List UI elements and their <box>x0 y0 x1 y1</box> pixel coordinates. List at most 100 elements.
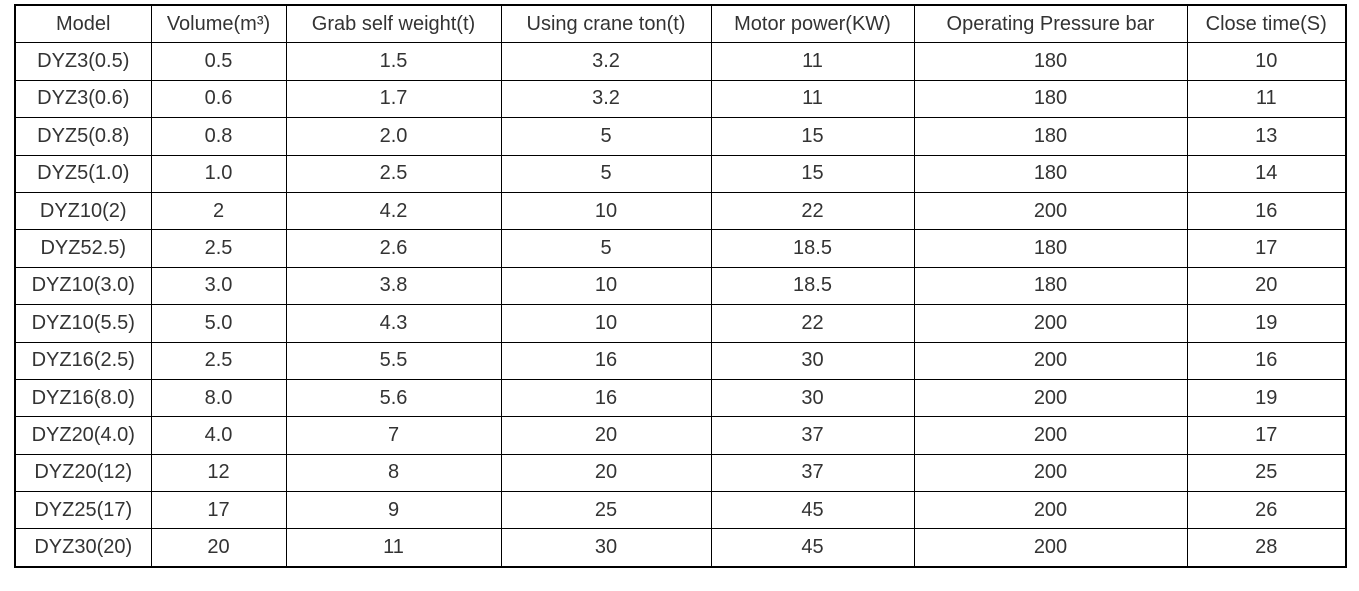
table-cell: 28 <box>1186 528 1347 568</box>
table-cell: 19 <box>1186 304 1347 343</box>
table-row: DYZ20(4.0) 4.0 7 20 37 200 17 <box>14 416 1347 455</box>
table-cell: 2.0 <box>285 117 502 156</box>
table-cell: 30 <box>710 341 915 380</box>
model-cell: DYZ20(4.0) <box>14 416 152 455</box>
grab-specification-table: Model Volume(m³) Grab self weight(t) Using … <box>14 4 1347 568</box>
column-header: Grab self weight(t) <box>285 4 502 44</box>
table-cell: 14 <box>1186 154 1347 193</box>
table-cell: 5 <box>500 229 712 268</box>
column-header: Volume(m³) <box>150 4 287 44</box>
table-cell: 20 <box>150 528 287 568</box>
column-header: Motor power(KW) <box>710 4 915 44</box>
column-header: Close time(S) <box>1186 4 1347 44</box>
model-cell: DYZ25(17) <box>14 491 152 530</box>
table-cell: 5.6 <box>285 378 502 418</box>
column-header: Model <box>14 4 152 44</box>
table-body: DYZ3(0.5) 0.5 1.5 3.2 11 180 10 DYZ3(0.6) 0.6 1.7… <box>14 42 1347 568</box>
table-cell: 5 <box>500 154 712 193</box>
table-cell: 25 <box>1186 453 1347 493</box>
table-row: DYZ5(1.0) 1.0 2.5 5 15 180 14 <box>14 154 1347 193</box>
table-cell: 200 <box>913 528 1188 568</box>
table-cell: 200 <box>913 191 1188 231</box>
model-cell: DYZ16(2.5) <box>14 341 152 380</box>
table-cell: 11 <box>710 42 915 81</box>
grab-specification-table-container: Model Volume(m³) Grab self weight(t) Using … <box>14 4 1347 568</box>
table-cell: 10 <box>500 191 712 231</box>
table-row: DYZ3(0.5) 0.5 1.5 3.2 11 180 10 <box>14 42 1347 81</box>
table-row: DYZ16(8.0) 8.0 5.6 16 30 200 19 <box>14 378 1347 418</box>
table-row: DYZ25(17) 17 9 25 45 200 26 <box>14 491 1347 530</box>
model-cell: DYZ3(0.5) <box>14 42 152 81</box>
table-cell: 19 <box>1186 378 1347 418</box>
table-cell: 5.0 <box>150 304 287 343</box>
model-cell: DYZ16(8.0) <box>14 378 152 418</box>
table-cell: 8.0 <box>150 378 287 418</box>
table-cell: 4.3 <box>285 304 502 343</box>
table-row: DYZ10(5.5) 5.0 4.3 10 22 200 19 <box>14 304 1347 343</box>
table-row: DYZ10(3.0) 3.0 3.8 10 18.5 180 20 <box>14 266 1347 306</box>
table-cell: 200 <box>913 491 1188 530</box>
column-header: Operating Pressure bar <box>913 4 1188 44</box>
table-cell: 11 <box>1186 79 1347 119</box>
table-cell: 4.2 <box>285 191 502 231</box>
table-cell: 26 <box>1186 491 1347 530</box>
table-row: DYZ3(0.6) 0.6 1.7 3.2 11 180 11 <box>14 79 1347 119</box>
model-cell: DYZ10(3.0) <box>14 266 152 306</box>
table-cell: 20 <box>500 416 712 455</box>
table-cell: 20 <box>1186 266 1347 306</box>
table-cell: 16 <box>1186 341 1347 380</box>
table-row: DYZ5(0.8) 0.8 2.0 5 15 180 13 <box>14 117 1347 156</box>
table-cell: 200 <box>913 453 1188 493</box>
table-cell: 4.0 <box>150 416 287 455</box>
table-cell: 20 <box>500 453 712 493</box>
table-cell: 1.5 <box>285 42 502 81</box>
table-cell: 17 <box>150 491 287 530</box>
table-cell: 2 <box>150 191 287 231</box>
table-cell: 200 <box>913 378 1188 418</box>
table-cell: 9 <box>285 491 502 530</box>
table-cell: 16 <box>1186 191 1347 231</box>
model-cell: DYZ3(0.6) <box>14 79 152 119</box>
table-cell: 2.5 <box>285 154 502 193</box>
table-cell: 37 <box>710 416 915 455</box>
table-cell: 180 <box>913 154 1188 193</box>
table-cell: 30 <box>500 528 712 568</box>
model-cell: DYZ30(20) <box>14 528 152 568</box>
table-cell: 1.7 <box>285 79 502 119</box>
table-cell: 17 <box>1186 416 1347 455</box>
table-cell: 22 <box>710 304 915 343</box>
table-cell: 200 <box>913 304 1188 343</box>
table-cell: 2.5 <box>150 229 287 268</box>
header-row: Model Volume(m³) Grab self weight(t) Using … <box>14 4 1347 44</box>
table-cell: 5.5 <box>285 341 502 380</box>
table-cell: 11 <box>710 79 915 119</box>
table-cell: 11 <box>285 528 502 568</box>
model-cell: DYZ20(12) <box>14 453 152 493</box>
table-cell: 3.8 <box>285 266 502 306</box>
table-cell: 18.5 <box>710 229 915 268</box>
column-header: Using crane ton(t) <box>500 4 712 44</box>
model-cell: DYZ5(1.0) <box>14 154 152 193</box>
table-cell: 45 <box>710 528 915 568</box>
table-cell: 30 <box>710 378 915 418</box>
table-cell: 200 <box>913 416 1188 455</box>
table-row: DYZ20(12) 12 8 20 37 200 25 <box>14 453 1347 493</box>
table-cell: 2.6 <box>285 229 502 268</box>
table-cell: 0.5 <box>150 42 287 81</box>
table-row: DYZ52.5) 2.5 2.6 5 18.5 180 17 <box>14 229 1347 268</box>
table-row: DYZ16(2.5) 2.5 5.5 16 30 200 16 <box>14 341 1347 380</box>
table-cell: 180 <box>913 266 1188 306</box>
table-cell: 3.0 <box>150 266 287 306</box>
table-row: DYZ30(20) 20 11 30 45 200 28 <box>14 528 1347 568</box>
table-cell: 180 <box>913 229 1188 268</box>
table-cell: 15 <box>710 154 915 193</box>
table-cell: 7 <box>285 416 502 455</box>
table-cell: 12 <box>150 453 287 493</box>
table-cell: 180 <box>913 79 1188 119</box>
table-cell: 15 <box>710 117 915 156</box>
model-cell: DYZ10(5.5) <box>14 304 152 343</box>
table-cell: 180 <box>913 117 1188 156</box>
model-cell: DYZ5(0.8) <box>14 117 152 156</box>
table-cell: 45 <box>710 491 915 530</box>
table-cell: 17 <box>1186 229 1347 268</box>
